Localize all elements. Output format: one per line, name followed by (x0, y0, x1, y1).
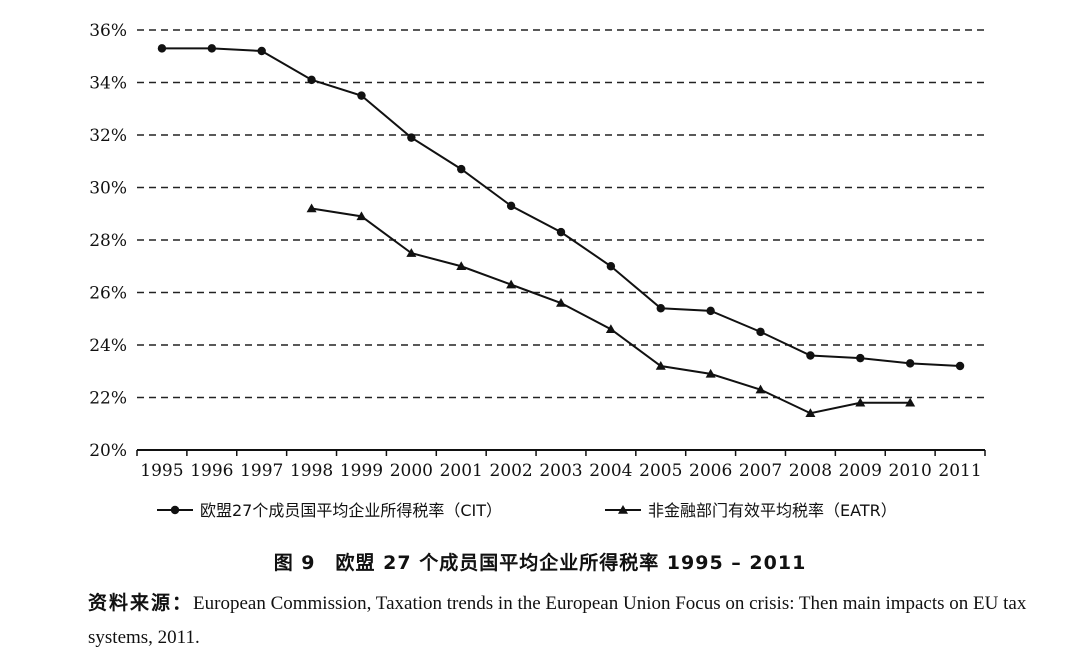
x-tick-label: 2004 (589, 461, 632, 481)
legend-marker-triangle (618, 505, 628, 514)
source-label: 资料来源： (88, 592, 194, 614)
data-point-eatr (356, 211, 367, 221)
data-point-cit (257, 46, 266, 56)
data-point-cit (905, 359, 915, 368)
legend-label: 欧盟27个成员国平均企业所得税率（CIT） (200, 501, 502, 520)
series-line-2 (311, 207, 911, 415)
x-tick-label: 2011 (938, 461, 981, 481)
data-point-eatr (605, 324, 616, 333)
legend-marker-circle (170, 505, 180, 515)
x-tick-label: 2007 (739, 461, 782, 481)
x-tick-label: 1998 (290, 461, 333, 481)
data-point-eatr (406, 248, 417, 257)
x-tick-label: 1997 (240, 461, 283, 481)
y-tick-label: 24% (89, 336, 127, 356)
data-point-eatr (556, 298, 566, 307)
data-point-eatr (306, 203, 317, 213)
data-point-eatr (506, 279, 517, 289)
data-point-cit (955, 361, 965, 371)
data-point-cit (606, 262, 616, 271)
y-tick-label: 26% (89, 284, 127, 304)
y-tick-label: 30% (89, 179, 127, 199)
x-tick-label: 2005 (639, 461, 682, 481)
y-tick-label: 34% (89, 74, 127, 94)
data-point-cit (407, 133, 416, 142)
data-point-cit (706, 306, 715, 316)
x-tick-label: 2010 (889, 461, 932, 481)
x-tick-label: 1996 (190, 461, 233, 481)
data-point-eatr (755, 384, 766, 394)
data-point-eatr (456, 261, 467, 270)
x-tick-label: 2006 (689, 461, 732, 481)
x-tick-label: 1999 (340, 461, 383, 481)
data-point-cit (157, 44, 167, 53)
data-point-cit (506, 201, 516, 211)
x-tick-label: 2000 (390, 461, 433, 481)
data-point-eatr (905, 397, 916, 407)
y-tick-label: 32% (89, 126, 127, 146)
series-line-1 (161, 47, 961, 367)
data-point-cit (357, 91, 366, 100)
data-point-cit (457, 164, 466, 174)
data-point-cit (806, 351, 815, 360)
y-tick-label: 28% (89, 231, 127, 251)
data-point-cit (656, 304, 665, 313)
source-text: European Commission, Taxation trends in … (88, 593, 1027, 648)
x-tick-label: 1995 (140, 461, 183, 481)
x-tick-label: 2008 (789, 461, 832, 481)
y-tick-label: 36% (89, 21, 127, 41)
data-point-cit (856, 353, 865, 363)
data-point-eatr (805, 408, 816, 417)
data-point-eatr (855, 397, 866, 407)
data-point-eatr (655, 361, 666, 370)
figure-caption: 图 9 欧盟 27 个成员国平均企业所得税率 1995 – 2011 (273, 552, 807, 574)
data-point-cit (307, 75, 316, 85)
legend-label: 非金融部门有效平均税率（EATR） (648, 501, 897, 520)
y-tick-label: 20% (89, 441, 127, 461)
y-tick-label: 22% (89, 389, 127, 409)
data-point-eatr (705, 368, 716, 378)
source-note: 资料来源：European Commission, Taxation trend… (88, 586, 1048, 655)
x-tick-label: 2001 (440, 461, 483, 481)
line-chart: 36% 34% 32% 30% 28% 26% 24% 22% 20% 1995 1996 1997 1… (89, 21, 986, 520)
data-point-cit (207, 44, 217, 53)
data-point-cit (556, 227, 566, 237)
x-tick-label: 2009 (839, 461, 882, 481)
x-tick-label: 2002 (489, 461, 532, 481)
x-tick-label: 2003 (539, 461, 582, 481)
data-point-cit (756, 327, 765, 337)
